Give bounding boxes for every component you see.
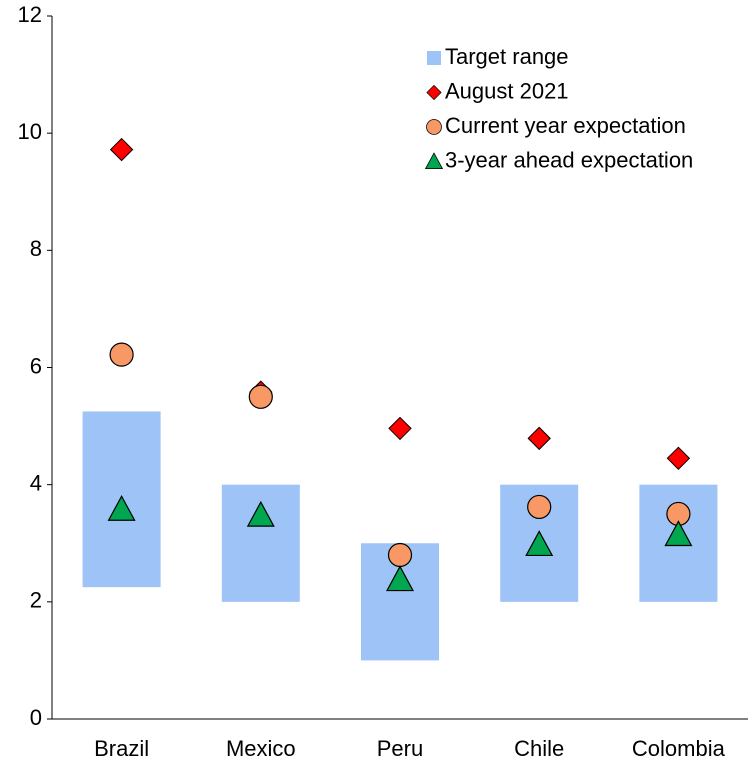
diamond-marker <box>527 426 551 451</box>
triangle-marker <box>246 500 275 527</box>
y-tick-label: 6 <box>30 353 42 378</box>
circle-marker <box>387 542 413 568</box>
y-tick-label: 12 <box>18 2 42 27</box>
x-tick-label: Peru <box>377 736 423 761</box>
circle-marker <box>248 384 273 409</box>
legend-marker <box>424 152 444 170</box>
y-tick-label: 0 <box>30 705 42 730</box>
legend-marker <box>426 84 442 101</box>
triangle-marker <box>664 520 693 547</box>
legend-swatch <box>427 51 441 65</box>
x-tick-label: Brazil <box>94 736 149 761</box>
y-tick-label: 4 <box>30 470 42 495</box>
triangle-marker <box>525 530 554 557</box>
legend-label: 3-year ahead expectation <box>445 147 693 172</box>
y-tick-label: 8 <box>30 236 42 261</box>
legend-marker <box>426 119 442 135</box>
y-tick-label: 10 <box>18 119 42 144</box>
y-tick-label: 2 <box>30 588 42 613</box>
legend-label: Current year expectation <box>445 113 686 138</box>
diamond-marker <box>388 416 412 441</box>
diamond-marker <box>666 446 691 471</box>
x-tick-label: Colombia <box>632 736 726 761</box>
x-tick-label: Chile <box>514 736 564 761</box>
legend-label: Target range <box>445 44 569 69</box>
triangle-marker <box>107 495 136 521</box>
diamond-marker <box>109 137 134 162</box>
legend-label: August 2021 <box>445 78 569 103</box>
triangle-marker <box>385 565 415 592</box>
x-tick-label: Mexico <box>226 736 296 761</box>
circle-marker <box>527 494 552 520</box>
circle-marker <box>109 342 134 367</box>
